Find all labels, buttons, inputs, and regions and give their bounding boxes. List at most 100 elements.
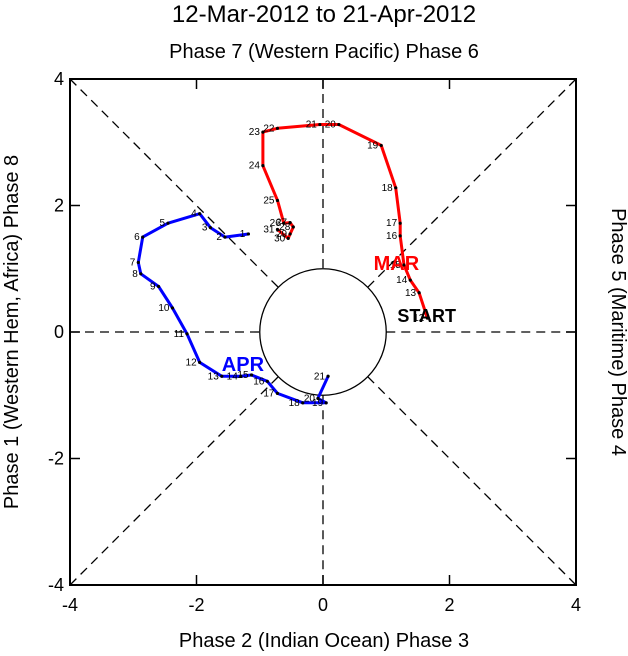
mar-month-label: MAR — [374, 253, 420, 275]
x-tick-label: 0 — [318, 595, 328, 615]
guide-diagonal-sw — [69, 376, 279, 586]
apr-day-label: 17 — [263, 388, 275, 399]
mar-day-label: 13 — [405, 288, 417, 299]
apr-day-label: 11 — [174, 329, 185, 340]
mar-day-label: 27 — [276, 218, 288, 229]
apr-day-label: 8 — [132, 269, 138, 280]
apr-day-point — [198, 212, 202, 216]
apr-day-point — [136, 260, 140, 265]
apr-day-label: 12 — [186, 357, 198, 368]
x-tick-label: 4 — [571, 595, 581, 615]
right-phase-label: Phase 5 (Maritime) Phase 4 — [607, 208, 628, 456]
mar-day-point — [275, 126, 280, 130]
mar-day-point — [288, 232, 292, 236]
mar-day-point — [425, 316, 429, 320]
y-tick-label: -4 — [48, 575, 64, 595]
mar-day-point — [282, 221, 286, 225]
mar-day-label: 21 — [306, 120, 318, 131]
apr-day-label: 6 — [134, 232, 140, 243]
x-tick-label: -4 — [62, 595, 78, 615]
mar-day-point — [318, 122, 322, 127]
mar-day-point — [398, 234, 402, 238]
mar-day-label: 20 — [325, 120, 337, 131]
apr-day-point — [239, 374, 243, 378]
mar-day-label: 30 — [274, 233, 286, 244]
apr-day-label: 4 — [191, 209, 197, 220]
apr-day-point — [170, 306, 175, 310]
series-layer: 1213141516171819202122232425262728293031… — [130, 120, 456, 409]
apr-day-point — [324, 401, 328, 405]
top-phase-label: Phase 7 (Western Pacific) Phase 6 — [169, 41, 479, 63]
apr-day-label: 16 — [253, 376, 265, 387]
apr-day-point — [246, 232, 250, 236]
mar-day-label: 18 — [382, 183, 394, 194]
x-tick-label: -2 — [188, 595, 204, 615]
mar-day-point — [275, 198, 280, 203]
apr-day-point — [185, 332, 189, 336]
guide-diagonal-se — [367, 376, 577, 586]
unit-circle — [259, 268, 387, 396]
mar-day-label: 28 — [279, 222, 291, 233]
bottom-phase-label: Phase 2 (Indian Ocean) Phase 3 — [179, 630, 469, 652]
mar-day-point — [408, 278, 412, 282]
guide-diagonal-nw — [69, 78, 279, 288]
apr-day-label: 21 — [314, 371, 326, 382]
mar-day-label: 22 — [263, 123, 275, 134]
mar-day-label: 29 — [276, 229, 288, 240]
mar-day-point — [261, 130, 265, 134]
apr-day-point — [265, 379, 269, 383]
apr-day-label: 7 — [130, 257, 136, 268]
mar-day-label: 26 — [270, 218, 282, 229]
mar-day-label: 12 — [413, 313, 425, 324]
apr-day-label: 13 — [208, 371, 220, 382]
mar-day-label: 17 — [386, 218, 398, 229]
apr-day-label: 1 — [240, 229, 246, 240]
y-tick-label: 0 — [54, 322, 64, 342]
apr-day-label: 10 — [158, 303, 170, 314]
mar-day-label: 15 — [390, 260, 402, 271]
apr-day-point — [326, 374, 330, 378]
start-label: START — [397, 306, 456, 326]
apr-month-label: APR — [222, 354, 265, 376]
apr-day-point — [198, 360, 202, 364]
mar-day-point — [286, 236, 290, 240]
mar-day-label: 19 — [367, 140, 379, 151]
y-tick-label: 2 — [54, 196, 64, 216]
apr-day-point — [249, 373, 254, 377]
apr-day-label: 15 — [237, 370, 249, 381]
apr-day-point — [156, 284, 161, 289]
mar-day-point — [337, 122, 341, 127]
apr-day-point — [166, 221, 170, 225]
apr-day-label: 9 — [150, 281, 156, 292]
mar-day-point — [398, 221, 402, 225]
mar-day-point — [288, 220, 292, 225]
mar-day-point — [394, 186, 398, 190]
mar-day-label: 16 — [386, 231, 398, 242]
mar-day-point — [417, 291, 421, 295]
apr-day-point — [316, 396, 320, 401]
apr-day-point — [208, 226, 213, 230]
phase-guides — [69, 78, 577, 586]
mar-day-point — [402, 263, 406, 267]
apr-day-label: 3 — [202, 223, 208, 234]
apr-day-label: 18 — [289, 398, 301, 409]
apr-day-point — [223, 235, 227, 239]
apr-day-point — [139, 272, 143, 276]
apr-day-label: 20 — [304, 393, 316, 404]
mar-day-label: 31 — [263, 225, 275, 236]
mar-day-point — [379, 143, 383, 148]
chart-title: 12-Mar-2012 to 21-Apr-2012 — [172, 1, 476, 28]
apr-day-label: 19 — [312, 398, 324, 409]
y-tick-label: -2 — [48, 449, 64, 469]
apr-day-label: 5 — [159, 218, 165, 229]
apr-day-point — [141, 235, 145, 239]
mar-day-point — [261, 164, 265, 168]
mar-day-label: 25 — [263, 195, 275, 206]
mar-day-label: 24 — [249, 161, 261, 172]
apr-day-label: 2 — [216, 232, 222, 243]
x-tick-label: 2 — [444, 595, 454, 615]
apr-day-label: 14 — [227, 371, 239, 382]
y-tick-label: 4 — [54, 69, 64, 89]
apr-day-point — [220, 374, 224, 378]
